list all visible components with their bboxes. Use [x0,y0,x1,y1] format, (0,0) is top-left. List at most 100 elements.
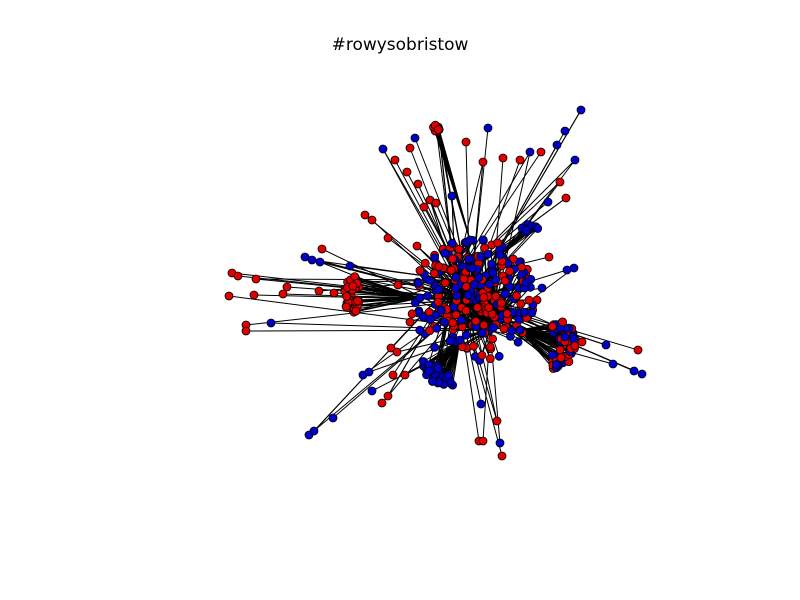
graph-node [507,326,517,336]
graph-node [522,225,531,235]
graph-node [351,306,361,316]
graph-node [440,278,450,288]
graph-node [439,317,449,327]
graph-node [456,315,466,325]
graph-node [478,436,488,446]
graph-node [433,363,443,373]
graph-node [500,289,510,299]
graph-node [315,257,325,267]
graph-node [430,342,440,352]
graph-node [476,252,486,261]
graph-node [388,370,398,380]
graph-node [419,312,428,322]
graph-node [415,266,425,275]
graph-node [434,261,444,271]
graph-node [436,305,446,315]
graph-node [434,285,444,295]
graph-node [533,224,543,233]
graph-node [405,143,415,153]
graph-node [560,126,570,136]
graph-node [447,238,457,248]
graph-edge [382,148,456,281]
graph-node [431,198,441,208]
graph-node [461,137,471,147]
graph-node [493,238,503,248]
graph-node [360,210,370,220]
graph-node [562,265,572,275]
graph-node [428,377,437,386]
graph-node [345,261,355,271]
graph-node [498,153,508,163]
graph-edge [489,329,519,343]
graph-node [452,291,462,301]
node-layer [224,105,647,461]
graph-node [329,288,339,298]
graph-edge [387,279,456,397]
graph-node [491,275,501,285]
graph-node [515,155,525,165]
graph-node [500,276,510,286]
graph-node [241,326,251,336]
graph-node [556,353,566,363]
graph-node [633,345,643,355]
graph-node [551,359,561,369]
graph-node [483,123,493,133]
graph-node [451,310,461,320]
graph-node [570,155,580,165]
graph-node [328,413,338,423]
graph-node [317,244,327,254]
graph-node [419,202,429,212]
graph-node [440,248,450,258]
graph-node [476,399,486,409]
graph-node [517,269,527,279]
graph-node [561,193,571,203]
graph-node [364,367,374,377]
graph-node [552,140,562,150]
graph-node [608,359,618,369]
graph-node [367,215,377,225]
graph-node [577,337,587,347]
graph-edge [349,265,456,281]
graph-node [527,308,537,318]
graph-node [383,391,393,401]
graph-node [459,274,469,284]
graph-node [415,293,425,303]
graph-node [463,290,473,300]
graph-node [555,177,565,187]
figure-title: #rowysobristow [331,35,469,55]
graph-node [484,279,494,289]
graph-node [474,273,484,283]
graph-node [629,366,639,376]
graph-node [412,241,422,251]
graph-node [424,275,434,285]
graph-node [492,416,502,426]
graph-edge [454,240,474,281]
graph-node [489,323,498,332]
graph-node [473,303,482,313]
graph-node [392,347,402,357]
graph-edge [489,329,500,357]
graph-node [505,282,515,292]
graph-node [488,268,498,277]
graph-node [570,341,580,351]
graph-edge [347,279,456,283]
graph-node [367,386,377,396]
graph-node [601,340,611,350]
graph-node [558,317,567,327]
graph-node [407,309,417,319]
graph-node [469,280,479,289]
graph-node [433,297,443,307]
graph-node [478,157,488,167]
graph-node [576,105,586,115]
graph-node [448,318,458,328]
graph-node [537,283,547,293]
graph-node [479,292,489,302]
graph-node [497,451,507,461]
graph-node [485,354,495,364]
graph-node [516,299,526,309]
graph-node [502,309,512,319]
graph-node [495,250,505,260]
graph-node [251,274,261,284]
graph-node [478,235,488,245]
